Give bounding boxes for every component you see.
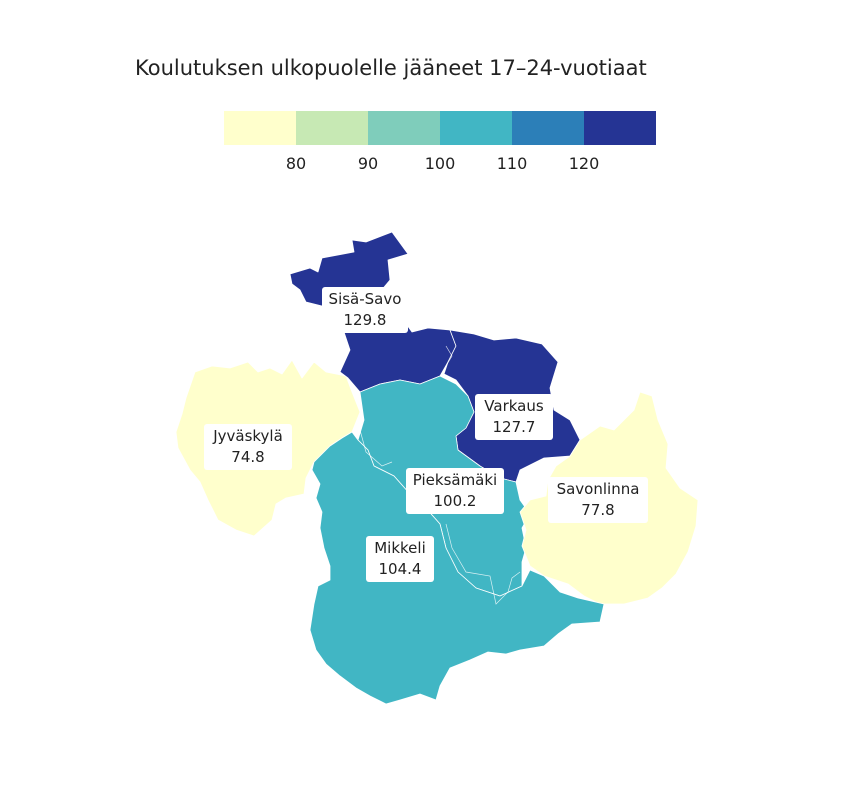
region-label-pieksamaki: Pieksämäki 100.2 — [406, 468, 504, 514]
region-value: 100.2 — [433, 492, 477, 510]
region-mikkeli[interactable] — [309, 431, 605, 705]
legend-swatch-4 — [440, 111, 512, 145]
region-value: 74.8 — [231, 448, 265, 466]
legend-tick: 110 — [496, 154, 528, 173]
region-name: Savonlinna — [556, 480, 640, 498]
color-legend — [224, 111, 656, 145]
map-title: Koulutuksen ulkopuolelle jääneet 17–24-v… — [135, 56, 647, 80]
legend-tick: 120 — [568, 154, 600, 173]
region-value: 104.4 — [378, 560, 422, 578]
legend-tick: 80 — [285, 154, 307, 173]
region-label-savonlinna: Savonlinna 77.8 — [548, 477, 648, 523]
region-name: Sisä-Savo — [328, 290, 402, 308]
region-name: Varkaus — [484, 397, 544, 415]
legend-swatch-6 — [584, 111, 656, 145]
legend-swatch-2 — [296, 111, 368, 145]
legend-tick: 90 — [357, 154, 379, 173]
legend-swatch-3 — [368, 111, 440, 145]
region-label-mikkeli: Mikkeli 104.4 — [366, 536, 434, 582]
region-name: Pieksämäki — [412, 471, 498, 489]
municipal-boundaries — [359, 345, 521, 605]
region-value: 129.8 — [343, 311, 387, 329]
legend-swatch-5 — [512, 111, 584, 145]
legend-tick: 100 — [424, 154, 456, 173]
region-label-sisa-savo: Sisä-Savo 129.8 — [322, 287, 408, 333]
region-value: 127.7 — [492, 418, 536, 436]
legend-swatch-1 — [224, 111, 296, 145]
region-label-varkaus: Varkaus 127.7 — [475, 394, 553, 440]
region-value: 77.8 — [581, 501, 615, 519]
region-name: Jyväskylä — [213, 427, 283, 445]
region-label-jyvaskyla: Jyväskylä 74.8 — [204, 424, 292, 470]
region-name: Mikkeli — [374, 539, 426, 557]
